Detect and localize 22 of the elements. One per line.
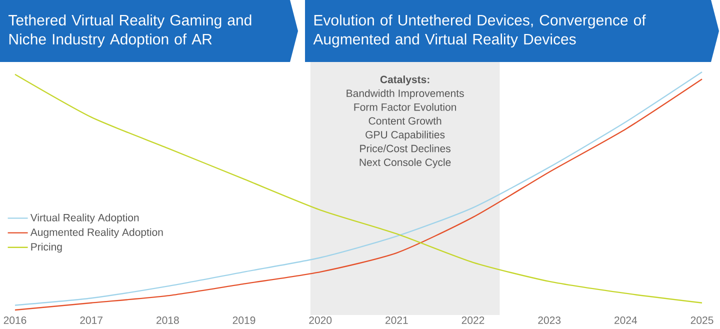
text: Tethered Virtual Reality Gaming and Niche Industry Adoption of AR (8, 14, 252, 48)
legend-label: Virtual Reality Adoption (30, 214, 139, 224)
x-tick-label: 2022 (462, 316, 484, 324)
annotation: Content Growth (368, 116, 442, 125)
annotation: Form Factor Evolution (354, 103, 456, 111)
text: Evolution of Untethered Devices, Convergence of Augmented and Virtual Reality Devices (313, 14, 646, 48)
annotation: Price/Cost Declines (360, 144, 450, 152)
annotation: Bandwidth Improvements (346, 89, 464, 100)
x-tick-label: 2021 (386, 316, 408, 324)
x-tick-label: 2023 (538, 316, 561, 324)
annotation: Next Console Cycle (360, 158, 451, 168)
x-tick-label: 2016 (4, 316, 26, 324)
x-tick-label: 2024 (614, 316, 638, 324)
x-tick-label: 2025 (690, 316, 714, 324)
legend-label: Augmented Reality Adoption (30, 228, 163, 238)
x-tick-label: 2017 (80, 316, 102, 324)
x-tick-label: 2019 (232, 316, 256, 324)
annotation: GPU Capabilities (366, 130, 445, 140)
x-tick-label: 2018 (156, 316, 179, 324)
legend-label: Pricing (31, 242, 62, 253)
x-tick-label: 2020 (309, 316, 332, 324)
band-label: Catalysts: (380, 76, 430, 86)
